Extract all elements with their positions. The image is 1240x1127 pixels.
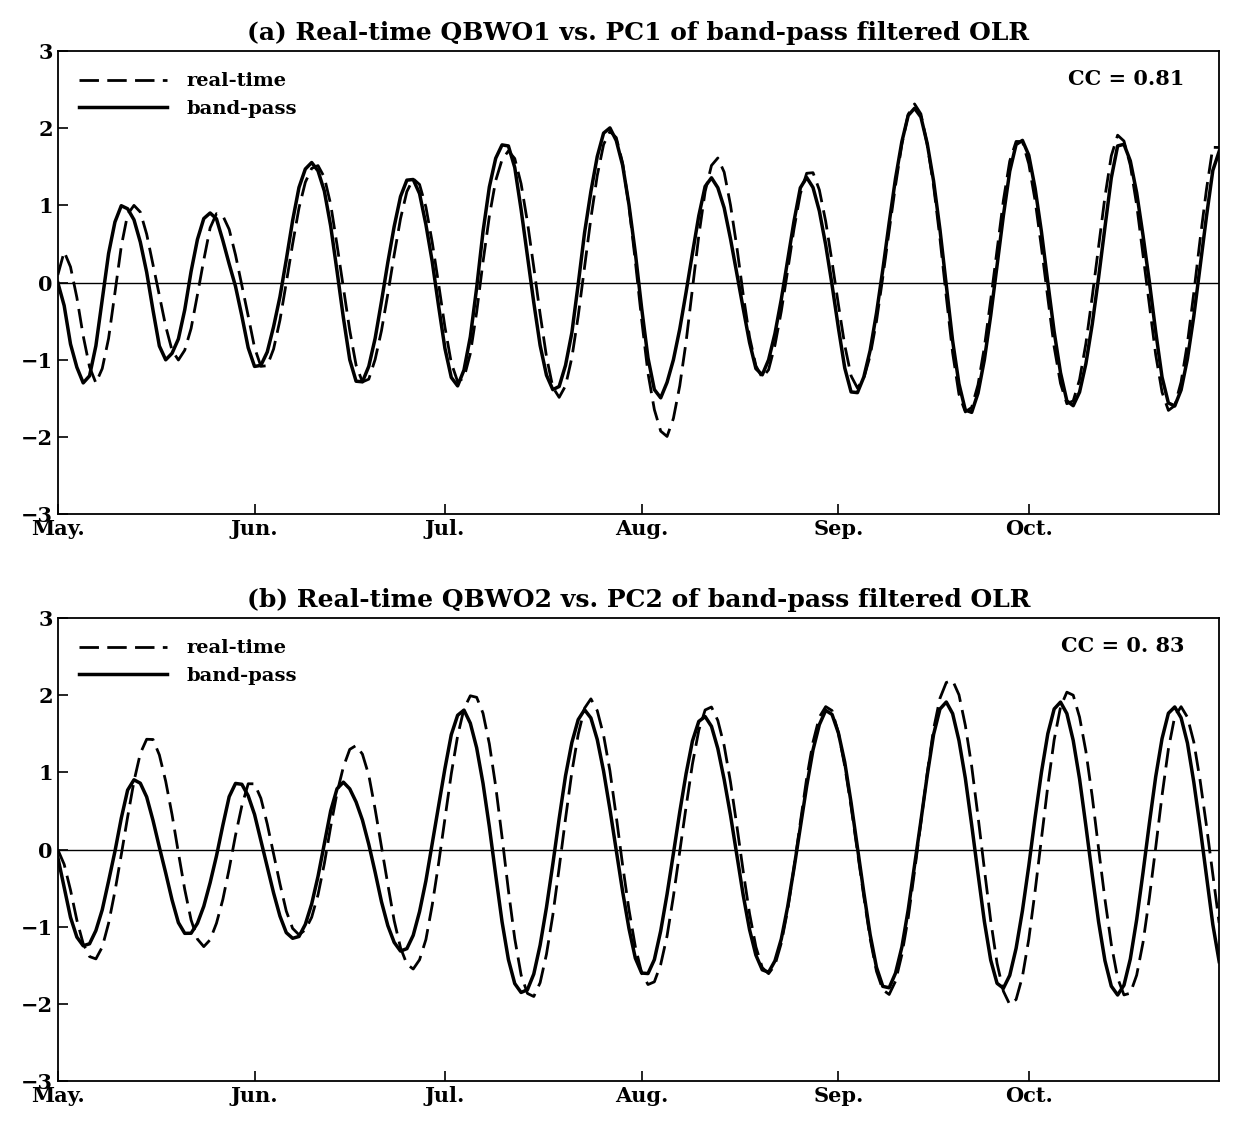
Text: CC = 0.81: CC = 0.81	[1068, 70, 1184, 89]
Text: CC = 0. 83: CC = 0. 83	[1061, 637, 1184, 656]
Legend: real-time, band-pass: real-time, band-pass	[67, 61, 309, 130]
Legend: real-time, band-pass: real-time, band-pass	[67, 628, 309, 696]
Title: (b) Real-time QBWO2 vs. PC2 of band-pass filtered OLR: (b) Real-time QBWO2 vs. PC2 of band-pass…	[247, 588, 1030, 612]
Title: (a) Real-time QBWO1 vs. PC1 of band-pass filtered OLR: (a) Real-time QBWO1 vs. PC1 of band-pass…	[248, 20, 1029, 45]
